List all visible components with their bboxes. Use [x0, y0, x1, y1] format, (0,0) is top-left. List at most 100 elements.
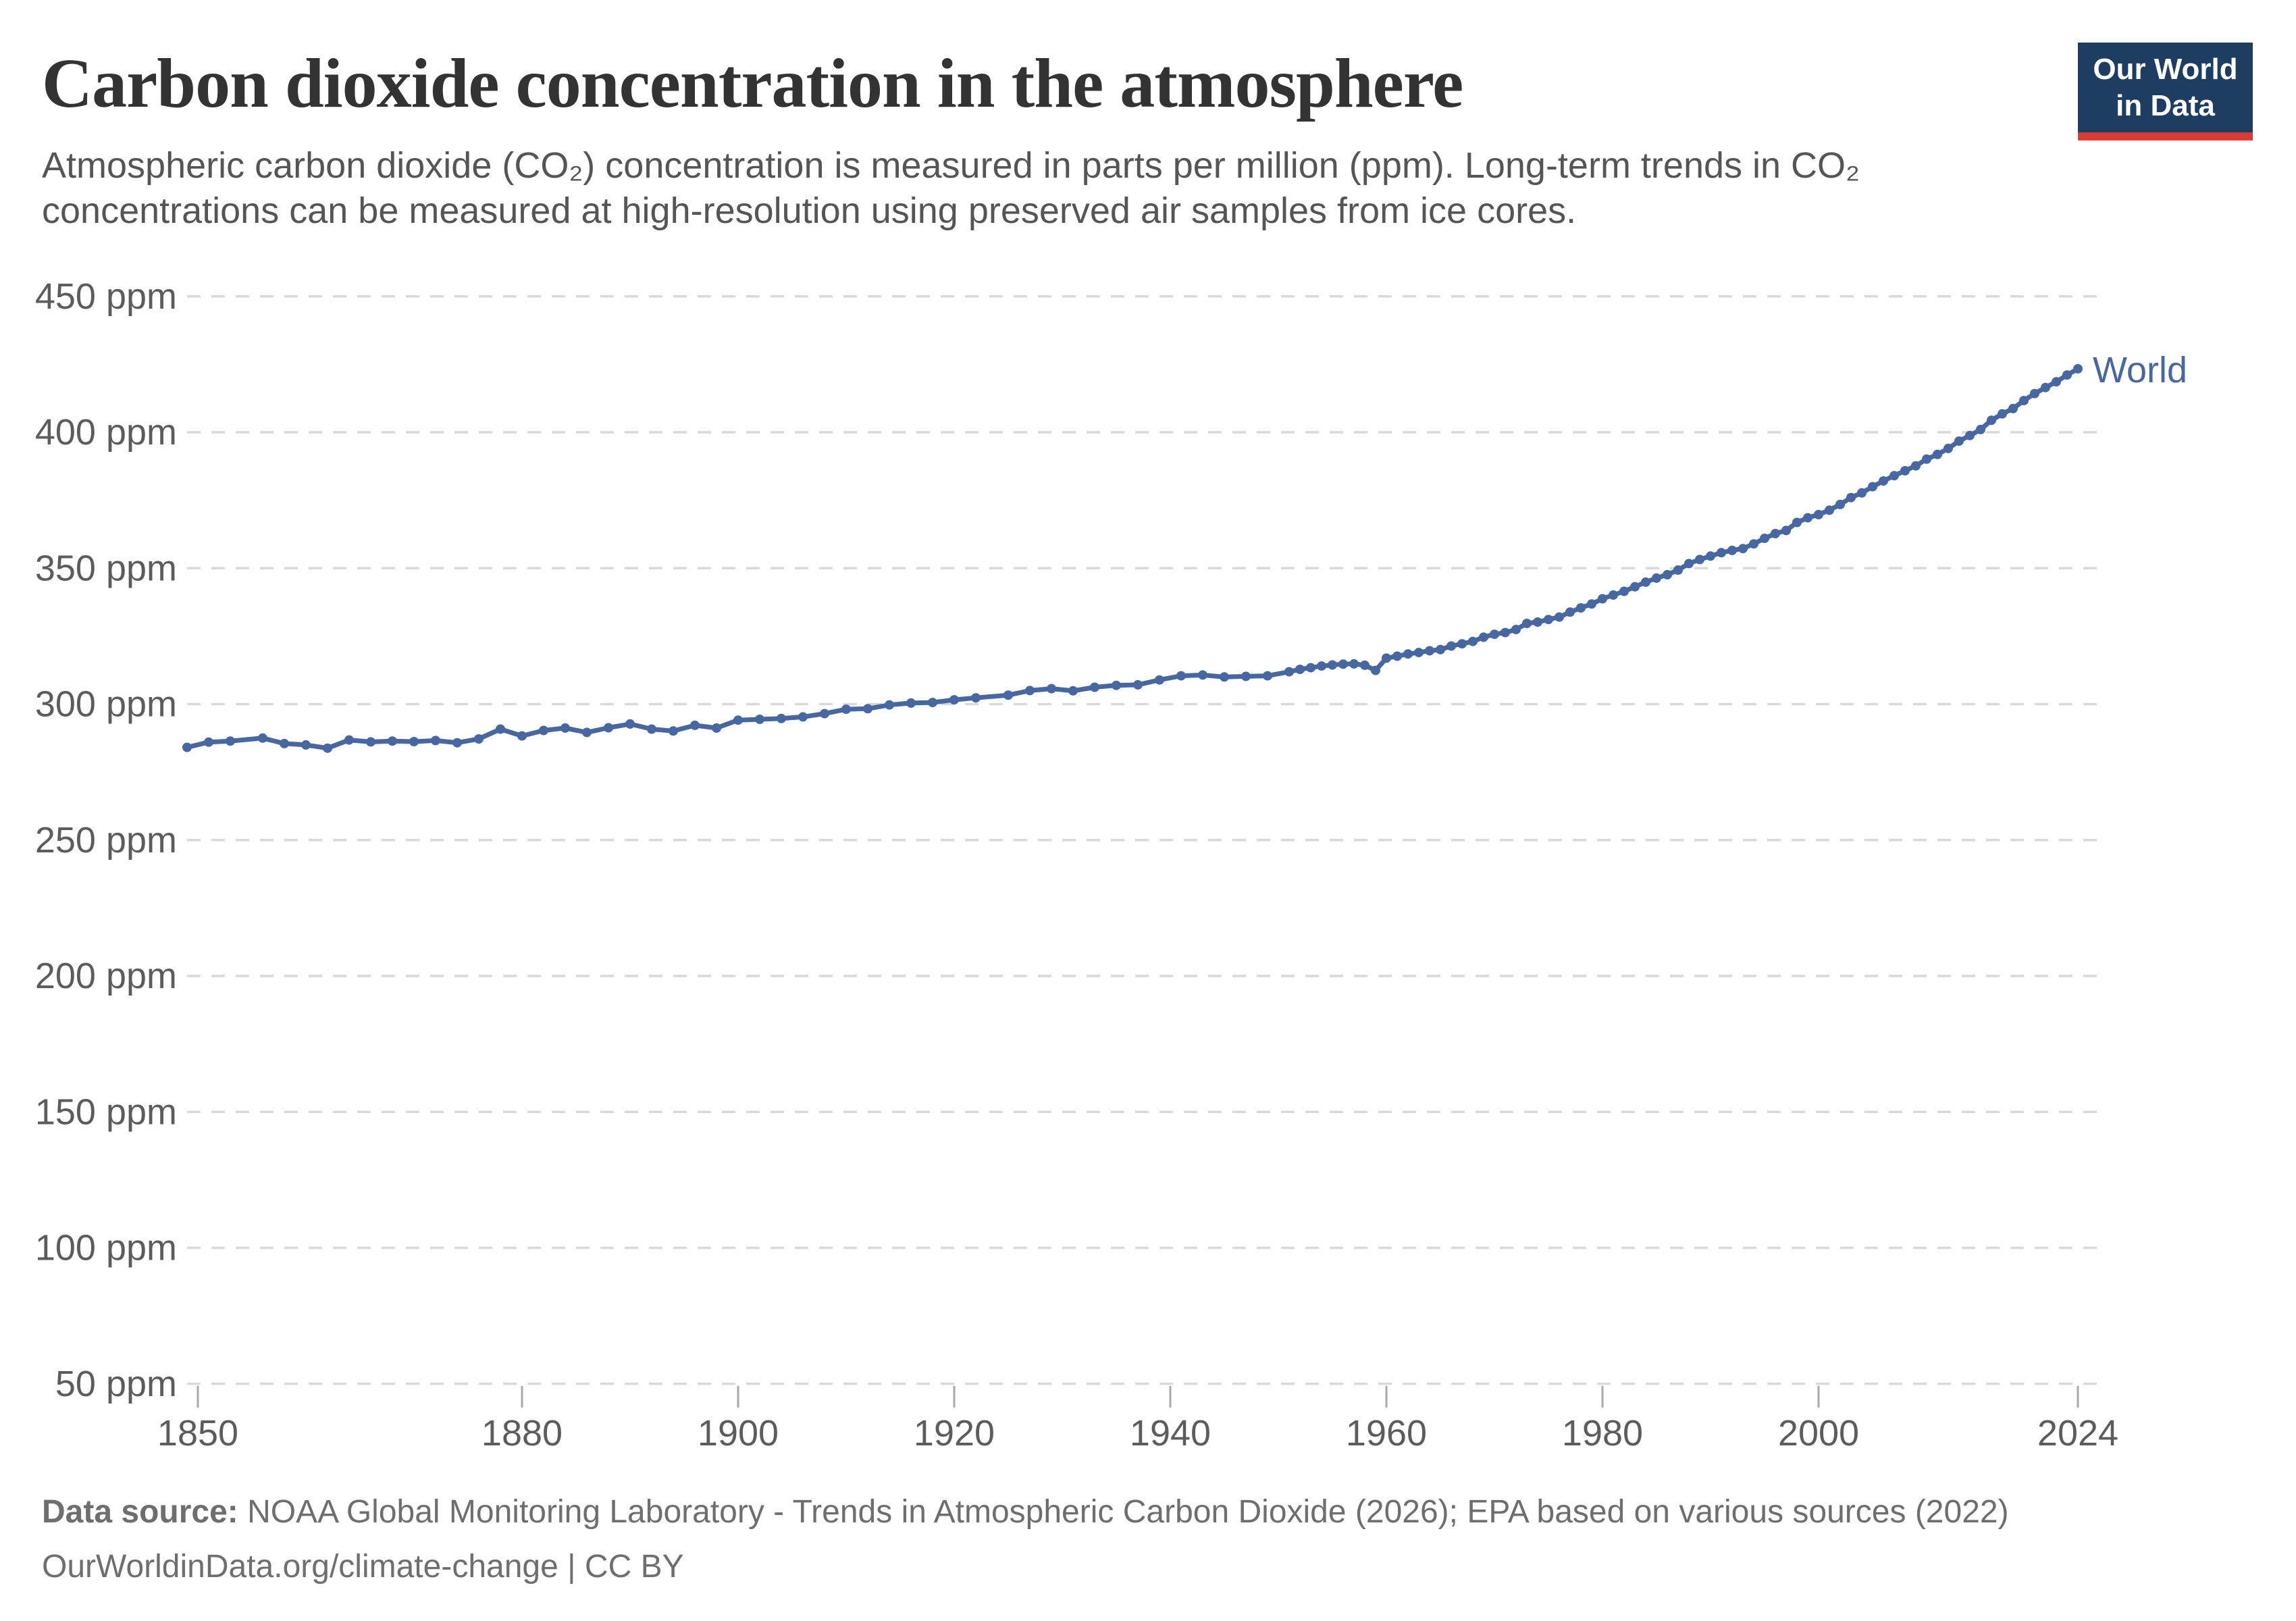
data-point[interactable] — [949, 695, 959, 705]
data-point[interactable] — [452, 738, 462, 748]
data-point[interactable] — [1544, 615, 1553, 625]
data-point[interactable] — [906, 698, 916, 708]
data-point[interactable] — [1220, 672, 1229, 682]
data-point[interactable] — [971, 693, 981, 703]
data-point[interactable] — [1673, 565, 1683, 575]
data-point[interactable] — [1922, 454, 1931, 464]
data-point[interactable] — [1414, 648, 1424, 658]
data-point[interactable] — [1392, 651, 1402, 661]
data-point[interactable] — [1047, 684, 1056, 694]
data-point[interactable] — [1771, 529, 1780, 538]
data-point[interactable] — [1684, 559, 1694, 569]
data-point[interactable] — [1338, 659, 1348, 669]
data-point[interactable] — [1695, 555, 1704, 565]
data-point[interactable] — [1003, 690, 1013, 700]
data-point[interactable] — [1598, 594, 1607, 604]
data-point[interactable] — [517, 731, 527, 741]
data-point[interactable] — [1663, 569, 1672, 580]
data-point[interactable] — [2052, 377, 2061, 387]
data-point[interactable] — [1371, 665, 1380, 675]
data-point[interactable] — [625, 719, 635, 729]
data-point[interactable] — [409, 737, 419, 746]
data-point[interactable] — [1403, 649, 1413, 659]
data-point[interactable] — [474, 734, 484, 744]
data-point[interactable] — [496, 724, 505, 734]
data-point[interactable] — [560, 723, 570, 733]
data-point[interactable] — [1425, 646, 1434, 656]
data-point[interactable] — [1360, 660, 1369, 670]
data-point[interactable] — [2019, 396, 2029, 406]
data-point[interactable] — [1241, 671, 1251, 681]
data-point[interactable] — [1943, 443, 1953, 453]
data-point[interactable] — [1263, 671, 1272, 681]
data-point[interactable] — [323, 743, 332, 753]
data-point[interactable] — [1468, 636, 1478, 646]
data-point[interactable] — [204, 737, 213, 747]
data-point[interactable] — [1306, 663, 1315, 673]
data-point[interactable] — [280, 738, 289, 748]
data-point[interactable] — [1446, 641, 1456, 651]
data-point[interactable] — [798, 712, 808, 722]
data-point[interactable] — [690, 720, 700, 730]
data-point[interactable] — [1025, 686, 1035, 696]
data-point[interactable] — [1176, 671, 1186, 681]
data-point[interactable] — [1652, 573, 1661, 583]
data-point[interactable] — [1868, 482, 1877, 492]
co2-series-line[interactable] — [184, 366, 2081, 751]
data-point[interactable] — [1609, 590, 1618, 600]
data-point[interactable] — [1090, 682, 1099, 692]
data-point[interactable] — [366, 737, 375, 747]
data-point[interactable] — [1792, 517, 1802, 528]
data-point[interactable] — [1501, 627, 1510, 638]
data-point[interactable] — [755, 715, 764, 724]
data-point[interactable] — [1284, 667, 1294, 677]
data-point[interactable] — [1490, 629, 1499, 640]
data-point[interactable] — [1998, 409, 2007, 419]
data-point[interactable] — [1565, 607, 1575, 617]
data-point[interactable] — [344, 735, 354, 745]
data-point[interactable] — [2030, 388, 2039, 398]
data-point[interactable] — [1857, 488, 1867, 498]
data-point[interactable] — [885, 700, 894, 710]
data-point[interactable] — [1803, 513, 1812, 523]
data-point[interactable] — [582, 727, 592, 738]
data-point[interactable] — [182, 742, 192, 752]
data-point[interactable] — [1835, 499, 1845, 509]
data-point[interactable] — [1641, 577, 1650, 587]
data-point[interactable] — [258, 733, 267, 743]
data-point[interactable] — [1198, 670, 1207, 680]
data-point[interactable] — [1954, 436, 1964, 446]
data-point[interactable] — [431, 736, 440, 746]
data-point[interactable] — [1749, 539, 1758, 549]
data-point[interactable] — [1965, 430, 1975, 440]
data-point[interactable] — [1619, 586, 1629, 596]
data-point[interactable] — [1328, 660, 1337, 670]
data-point[interactable] — [1825, 505, 1834, 515]
data-point[interactable] — [1349, 659, 1359, 669]
data-point[interactable] — [1727, 545, 1737, 555]
data-point[interactable] — [1911, 461, 1921, 471]
data-point[interactable] — [2073, 364, 2083, 374]
data-point[interactable] — [733, 715, 743, 725]
data-point[interactable] — [863, 704, 872, 714]
data-point[interactable] — [1781, 525, 1791, 536]
data-point[interactable] — [1522, 619, 1532, 628]
data-point[interactable] — [669, 726, 678, 736]
data-point[interactable] — [1630, 582, 1640, 592]
data-point[interactable] — [1295, 665, 1305, 674]
data-point[interactable] — [1155, 675, 1164, 685]
owid-logo[interactable]: Our World in Data — [2078, 43, 2253, 140]
data-point[interactable] — [388, 736, 397, 746]
data-point[interactable] — [1555, 612, 1564, 622]
data-point[interactable] — [226, 736, 235, 746]
data-point[interactable] — [1889, 471, 1899, 481]
data-point[interactable] — [820, 709, 829, 719]
data-point[interactable] — [1112, 680, 1121, 690]
data-point[interactable] — [1738, 544, 1748, 554]
data-point[interactable] — [647, 724, 656, 734]
data-point[interactable] — [1511, 625, 1521, 634]
data-point[interactable] — [539, 725, 548, 736]
data-point[interactable] — [301, 740, 311, 750]
data-point[interactable] — [1717, 548, 1726, 558]
